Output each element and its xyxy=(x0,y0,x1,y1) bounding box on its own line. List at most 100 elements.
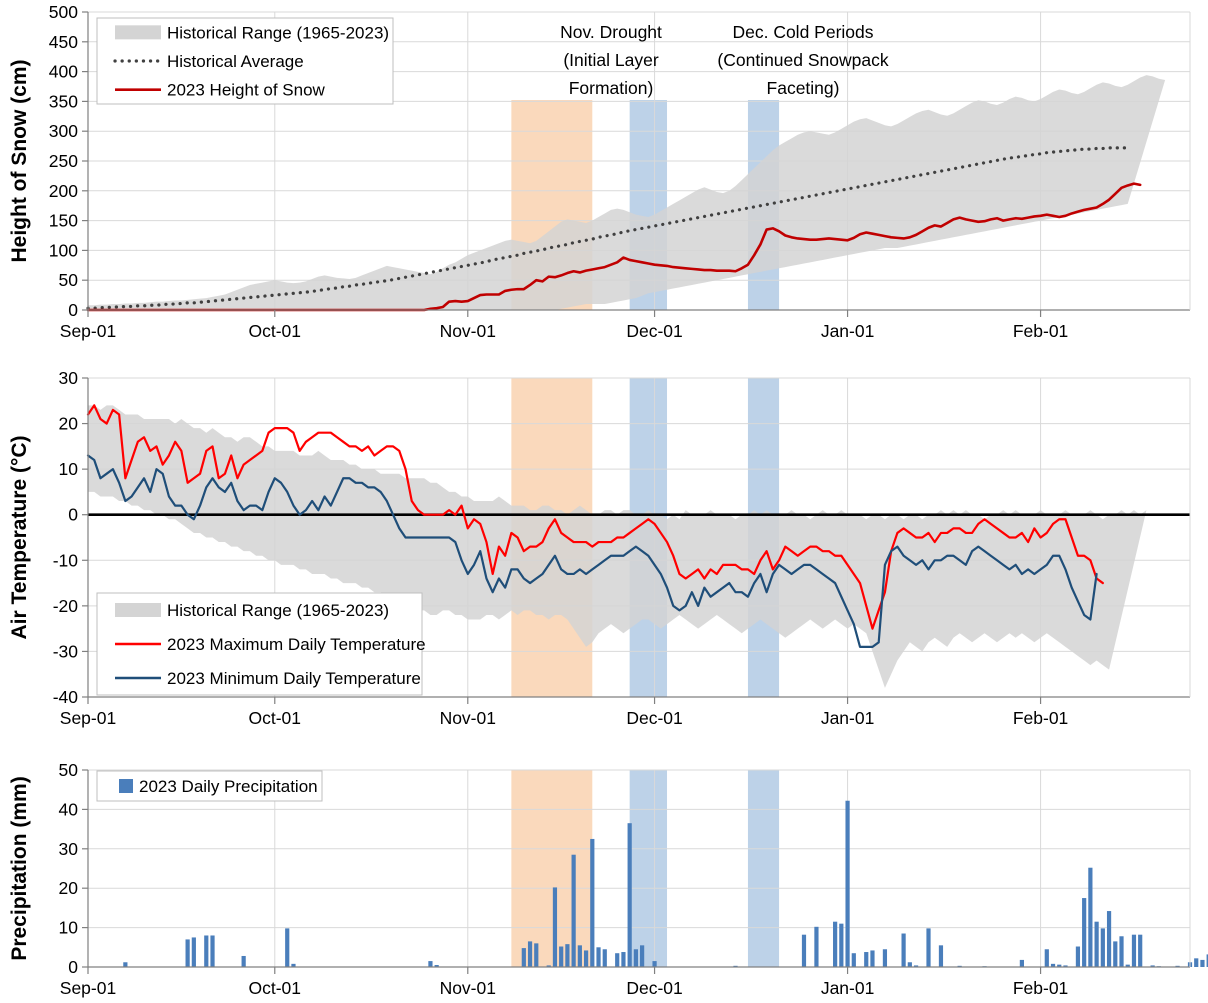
x-tick-label: Feb-01 xyxy=(1013,321,1068,341)
precip-bar xyxy=(839,923,844,967)
historical-range-band xyxy=(88,75,1166,311)
precip-bar xyxy=(241,955,246,967)
y-tick-label: 0 xyxy=(68,957,78,977)
precip-bar xyxy=(546,965,551,967)
y-tick-label: -40 xyxy=(53,687,79,707)
precip-bar xyxy=(1200,959,1205,967)
precip-bar xyxy=(845,800,850,967)
precip-bar xyxy=(1125,964,1130,967)
precip-bar xyxy=(590,838,595,967)
y-tick-label: 20 xyxy=(59,878,79,898)
x-tick-label: Sep-01 xyxy=(60,321,116,341)
precip-bar xyxy=(577,945,582,967)
y-tick-label: 20 xyxy=(59,414,79,434)
precip-bar xyxy=(652,961,657,967)
precip-bar xyxy=(615,953,620,967)
y-tick-label: -30 xyxy=(53,641,79,661)
y-tick-label: 30 xyxy=(59,839,79,859)
precip-bar xyxy=(1119,936,1124,967)
legend-label: 2023 Minimum Daily Temperature xyxy=(167,669,421,688)
precip-bar xyxy=(1150,965,1155,967)
precip-bar xyxy=(571,854,576,967)
precip-bar xyxy=(1063,965,1068,967)
legend-precipitation-box xyxy=(96,770,323,802)
legend-label: Historical Range (1965-2023) xyxy=(167,23,389,42)
precip-bar xyxy=(627,823,632,967)
y-tick-label: 500 xyxy=(49,2,78,22)
x-tick-label: Dec-01 xyxy=(626,708,682,728)
precip-bar xyxy=(434,965,439,967)
precip-bar xyxy=(428,961,433,967)
precip-bar xyxy=(621,952,626,967)
legend-snow: Historical Range (1965-2023) Historical A… xyxy=(96,17,394,105)
x-tick-label: Jan-01 xyxy=(821,708,875,728)
y-tick-label: 40 xyxy=(59,799,79,819)
precip-bar xyxy=(521,948,526,967)
y-axis-title: Air Temperature (°C) xyxy=(8,435,31,639)
precip-bar xyxy=(814,926,819,967)
precip-bar xyxy=(1057,964,1062,967)
x-tick-label: Nov-01 xyxy=(440,978,496,998)
precip-bar xyxy=(907,962,912,967)
precip-bar xyxy=(913,965,919,967)
precip-bar xyxy=(1044,949,1049,967)
series-line-2023-maximum-daily-temperature xyxy=(86,404,1104,630)
y-tick-label: 10 xyxy=(59,918,79,938)
x-tick-label: Jan-01 xyxy=(821,321,875,341)
precip-bar xyxy=(633,949,638,967)
x-tick-label: Feb-01 xyxy=(1013,978,1068,998)
precip-bar xyxy=(1113,941,1118,967)
precip-bar xyxy=(185,939,190,967)
historical-average-line xyxy=(86,146,1130,310)
precip-bar xyxy=(1050,963,1056,967)
y-tick-label: 400 xyxy=(49,62,78,82)
x-tick-label: Sep-01 xyxy=(60,708,116,728)
legend-precipitation: 2023 Daily Precipitation xyxy=(96,770,323,802)
precip-bar xyxy=(552,887,558,967)
precip-bar xyxy=(534,943,539,967)
precip-bar xyxy=(1082,898,1087,967)
precip-bar xyxy=(926,928,931,967)
legend-label: 2023 Daily Precipitation xyxy=(139,777,318,796)
precip-bar xyxy=(938,945,944,967)
annotation-labels: Nov. Drought (Initial Layer Formation) Dec.… xyxy=(560,22,889,98)
precip-bar xyxy=(204,935,209,967)
precip-bar xyxy=(583,950,589,967)
precip-bar xyxy=(851,953,856,967)
annotation-band-dec-cold xyxy=(629,770,668,967)
y-tick-label: 150 xyxy=(49,211,78,231)
y-tick-label: 0 xyxy=(68,505,78,525)
precip-bar xyxy=(1088,867,1093,967)
y-tick-label: 450 xyxy=(49,32,78,52)
x-tick-label: Dec-01 xyxy=(626,321,682,341)
x-tick-label: Oct-01 xyxy=(249,708,302,728)
y-tick-label: -20 xyxy=(53,596,79,616)
annotation-label-nov-drought: (Initial Layer xyxy=(563,50,658,70)
y-tick-label: 30 xyxy=(59,368,79,388)
y-tick-label: -10 xyxy=(53,550,79,570)
annotation-band-dec-cold-2 xyxy=(747,770,780,967)
annotation-label-dec-cold: Faceting) xyxy=(767,78,840,98)
precip-bar xyxy=(565,944,570,967)
legend-swatch-band xyxy=(115,603,161,617)
precip-bar xyxy=(833,921,838,967)
precip-bar xyxy=(1019,959,1024,967)
x-tick-label: Sep-01 xyxy=(60,978,116,998)
precip-bar xyxy=(1106,911,1112,967)
y-axis-title: Precipitation (mm) xyxy=(8,776,31,960)
annotation-label-dec-cold: (Continued Snowpack xyxy=(717,50,888,70)
precip-bar xyxy=(602,949,607,967)
x-tick-label: Nov-01 xyxy=(440,708,496,728)
x-tick-label: Jan-01 xyxy=(821,978,875,998)
y-tick-label: 10 xyxy=(59,459,79,479)
precip-bar xyxy=(527,941,533,967)
y-tick-label: 0 xyxy=(68,300,78,320)
precip-bar xyxy=(882,949,888,967)
panel-daily-precipitation: 0 10 20 30 40 50 Sep-01 Oct-01 Nov-01 Dec-01 Jan-0… xyxy=(8,760,1208,998)
y-tick-label: 250 xyxy=(49,151,78,171)
precip-bar xyxy=(1131,934,1137,967)
annotation-label-nov-drought: Nov. Drought xyxy=(560,22,662,42)
annotation-label-dec-cold: Dec. Cold Periods xyxy=(732,22,873,42)
precip-bar xyxy=(123,962,128,967)
